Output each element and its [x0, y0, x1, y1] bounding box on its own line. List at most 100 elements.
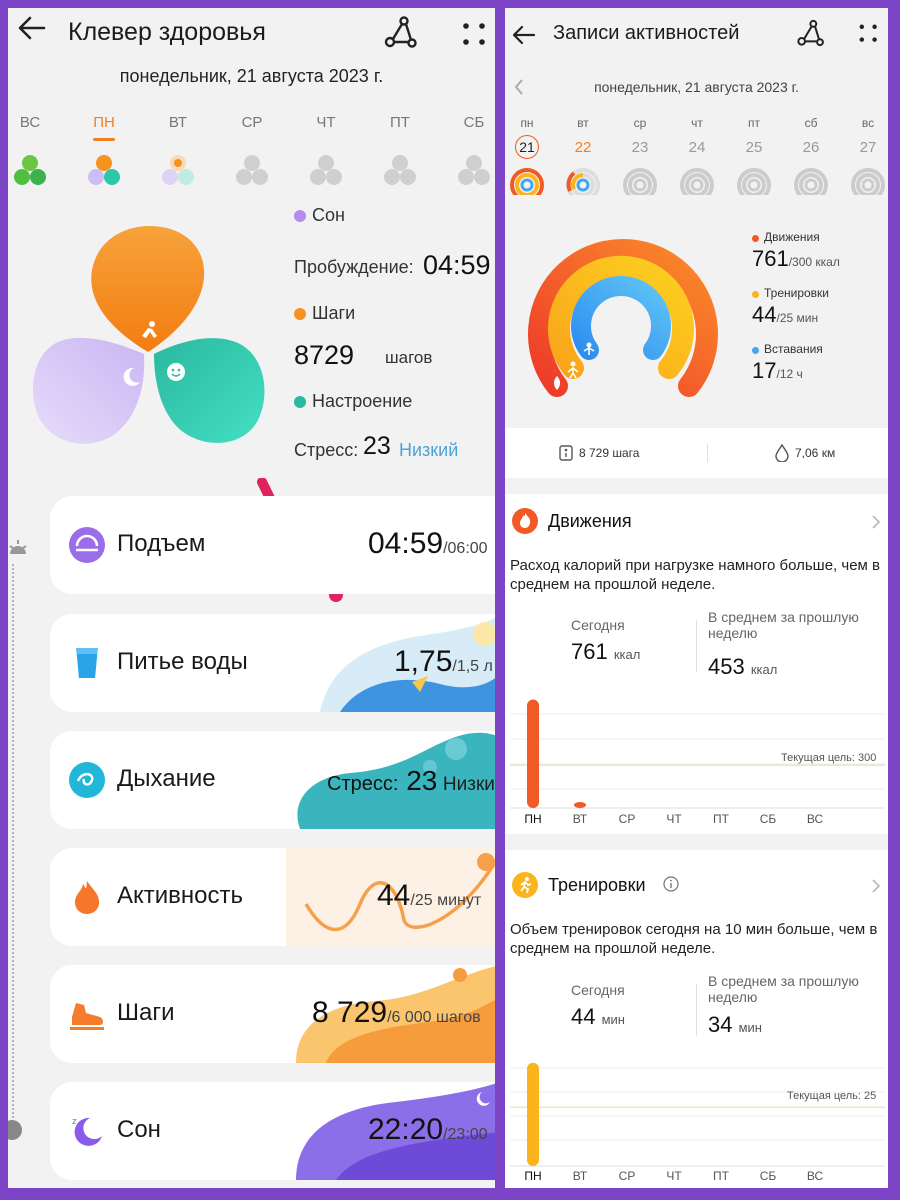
avg-number: 453 — [708, 654, 745, 679]
day-number[interactable]: 25 — [745, 139, 763, 156]
activity-card-background — [286, 848, 495, 946]
day-tab-sat[interactable]: СБ — [463, 114, 485, 131]
card-label: Питье воды — [117, 648, 248, 675]
mini-activity-ring-icon[interactable] — [622, 165, 658, 201]
running-icon — [512, 872, 538, 898]
back-arrow-icon[interactable] — [509, 20, 539, 50]
card-breathing[interactable]: Дыхание Стресс: 23 Низкий — [50, 731, 495, 829]
page-title: Записи активностей — [553, 22, 740, 44]
card-value: 8 729/6 000 шагов — [312, 996, 481, 1030]
goal-label: Текущая цель: 25 — [787, 1090, 877, 1102]
mini-clover-icon[interactable] — [12, 152, 48, 188]
workouts-ring-dot — [752, 291, 759, 298]
info-icon[interactable] — [663, 876, 679, 892]
prev-week-chevron-icon[interactable] — [513, 78, 525, 96]
flame-icon — [512, 508, 538, 534]
day-tab-sun[interactable]: ВС — [19, 114, 41, 131]
moves-card[interactable]: Движения Расход калорий при нагрузке нам… — [505, 494, 888, 834]
mini-clover-icon[interactable] — [86, 152, 122, 188]
steps-distance-bar: 8 729 шага 7,06 км — [505, 428, 888, 478]
share-icon[interactable] — [795, 18, 825, 48]
mini-clover-icon[interactable] — [308, 152, 344, 188]
mini-activity-ring-icon[interactable] — [509, 165, 545, 201]
day-tab-fri[interactable]: ПТ — [390, 114, 410, 131]
mini-clover-icon[interactable] — [234, 152, 270, 188]
day-number[interactable]: 23 — [631, 139, 649, 156]
axis-label: ПН — [524, 1169, 542, 1183]
mood-legend-dot — [294, 396, 306, 408]
steps-legend-label: Шаги — [312, 303, 356, 323]
water-card-background — [290, 614, 495, 712]
divider — [696, 620, 697, 672]
mini-activity-ring-icon[interactable] — [679, 165, 715, 201]
mini-activity-ring-icon[interactable] — [850, 165, 886, 201]
share-icon[interactable] — [382, 14, 418, 50]
card-label: Дыхание — [117, 765, 216, 792]
today-unit: мин — [601, 1012, 625, 1027]
chevron-right-icon[interactable] — [871, 878, 881, 894]
day-number[interactable]: 24 — [688, 139, 706, 156]
avg-unit: мин — [738, 1020, 762, 1035]
wake-time-value: 04:59 — [368, 527, 444, 560]
day-tab-wed[interactable]: СР — [241, 114, 263, 131]
bar-ПН[interactable] — [527, 1062, 539, 1166]
water-value: 1,75 — [394, 645, 453, 678]
workouts-bar-chart[interactable] — [505, 1048, 888, 1188]
mini-clover-icon[interactable] — [456, 152, 492, 188]
stand-ring-value: 17/12 ч — [752, 358, 803, 384]
wake-label: Пробуждение: — [294, 257, 414, 277]
steps-card-background — [286, 965, 495, 1063]
moves-bar-chart[interactable] — [505, 684, 888, 834]
svg-text:z: z — [72, 1117, 77, 1127]
avg-label: В среднем за прошлую неделю — [708, 609, 859, 641]
card-value: 44/25 минут — [377, 879, 481, 913]
card-steps[interactable]: Шаги 8 729/6 000 шагов — [50, 965, 495, 1063]
mini-clover-icon[interactable] — [382, 152, 418, 188]
health-clover-chart[interactable] — [26, 224, 276, 460]
bar-ПН[interactable] — [527, 699, 539, 808]
more-options-icon[interactable] — [460, 20, 490, 50]
card-wake[interactable]: Подъем 04:59/06:00 — [50, 496, 495, 594]
wake-goal-unit: /06:00 — [443, 540, 488, 557]
mini-activity-ring-icon[interactable] — [565, 165, 601, 201]
day-tab-thu[interactable]: ЧТ — [316, 114, 336, 131]
chevron-right-icon[interactable] — [871, 514, 881, 530]
selected-day-underline — [93, 138, 115, 141]
axis-label: ВТ — [572, 1169, 588, 1183]
day-number[interactable]: 26 — [802, 139, 820, 156]
day-number[interactable]: 27 — [859, 139, 877, 156]
steps-value: 8729 — [294, 340, 355, 370]
activity-rings-chart[interactable] — [521, 228, 721, 404]
today-label: Сегодня — [571, 617, 625, 633]
mini-clover-icon[interactable] — [160, 152, 196, 188]
mini-activity-ring-icon[interactable] — [793, 165, 829, 201]
weekday-label: вс — [861, 116, 875, 130]
bar-ВТ[interactable] — [574, 802, 586, 808]
day-number[interactable]: 21 — [519, 139, 535, 155]
stress-level-link[interactable]: Низкий — [399, 440, 459, 460]
mini-activity-ring-icon[interactable] — [736, 165, 772, 201]
steps-goal-unit: /6 000 шагов — [387, 1009, 481, 1026]
more-options-icon[interactable] — [857, 22, 881, 46]
day-number[interactable]: 22 — [574, 139, 592, 156]
today-number: 44 — [571, 1004, 596, 1029]
steps-total: 8 729 шага — [579, 446, 640, 460]
date-label: понедельник, 21 августа 2023 г. — [119, 66, 384, 86]
card-water[interactable]: Питье воды 1,75/1,5 л — [50, 614, 495, 712]
workouts-card[interactable]: Тренировки Объем тренировок сегодня на 1… — [505, 850, 888, 1188]
avg-value: 453 ккал — [708, 654, 777, 680]
card-sleep[interactable]: z Сон 22:20/23:00 — [50, 1082, 495, 1180]
steps-legend-dot — [294, 308, 306, 320]
breathing-icon — [68, 761, 106, 799]
axis-label: СБ — [759, 1169, 777, 1183]
back-arrow-icon[interactable] — [14, 10, 50, 46]
day-tab-mon[interactable]: ПН — [93, 114, 115, 131]
breathing-card-background — [290, 731, 495, 829]
activity-records-screen: Записи активностей понедельник, 21 авгус… — [505, 8, 888, 1188]
water-glass-icon — [68, 644, 106, 682]
card-activity[interactable]: Активность 44/25 минут — [50, 848, 495, 946]
sunrise-icon — [68, 526, 106, 564]
card-value: 04:59/06:00 — [368, 527, 488, 561]
breathing-stress-level: Низкий — [442, 774, 495, 795]
day-tab-tue[interactable]: ВТ — [168, 114, 188, 131]
